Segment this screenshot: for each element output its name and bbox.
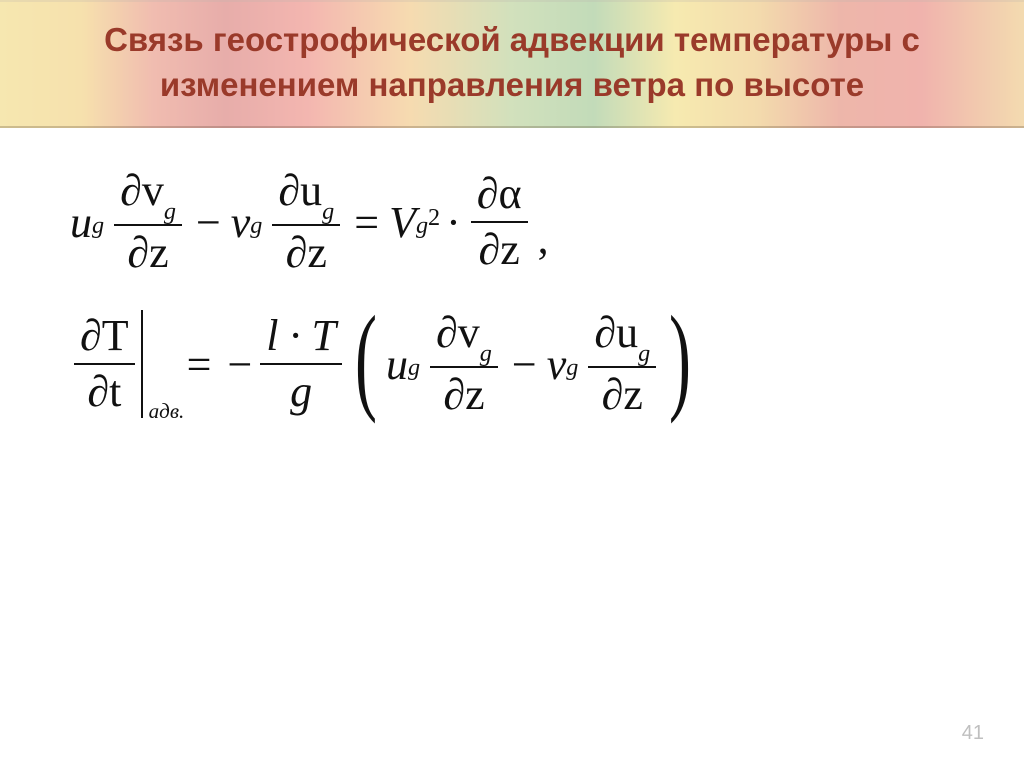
- eq1-vg-v: v: [231, 197, 251, 248]
- eq1-frac-dalpha: ∂α ∂z: [471, 169, 528, 276]
- eq2-ug-sub: g: [408, 354, 420, 382]
- title-line-2: изменением направления ветра по высоте: [160, 66, 864, 103]
- eq2-du: ∂u: [594, 308, 638, 357]
- title-band: Связь геострофической адвекции температу…: [0, 0, 1024, 128]
- eq2-du-sub: g: [638, 340, 650, 367]
- page-number: 41: [962, 722, 984, 745]
- eq2-dz2: ∂z: [596, 370, 649, 421]
- eq2-minus: −: [512, 339, 537, 390]
- eq1-V: V: [389, 197, 416, 248]
- eq2-dz1: ∂z: [437, 370, 490, 421]
- eq2-frac-dvdz: ∂vg ∂z: [430, 308, 498, 420]
- eq2-dv: ∂v: [436, 308, 480, 357]
- eq2-lT: l · T: [260, 311, 342, 362]
- equation-2: ∂T ∂t адв. = − l · T g ( ug ∂vg ∂z − vg …: [70, 308, 954, 420]
- eq2-dT: ∂T: [74, 311, 135, 362]
- eq1-ug-u: u: [70, 197, 92, 248]
- eq1-V-sub: g: [416, 212, 428, 240]
- eq2-dt: ∂t: [81, 367, 127, 418]
- eq1-dz2: ∂z: [280, 228, 333, 279]
- eq1-ug-sub: g: [92, 212, 104, 240]
- eq1-V-sup: 2: [428, 204, 440, 232]
- eq1-dz1: ∂z: [121, 228, 174, 279]
- equation-block: ug ∂vg ∂z − vg ∂ug ∂z = Vg2 · ∂α ∂z , ∂T…: [70, 148, 954, 450]
- eq1-vg-sub: g: [250, 212, 262, 240]
- band-bottom-border: [0, 126, 1024, 128]
- slide-title: Связь геострофической адвекции температу…: [0, 18, 1024, 107]
- eq2-g: g: [284, 367, 318, 418]
- eq2-equals: =: [187, 339, 212, 390]
- eq1-dot: ·: [446, 197, 461, 248]
- eq1-minus: −: [196, 197, 221, 248]
- eq1-comma: ,: [538, 213, 549, 264]
- eq1-du-sub: g: [322, 198, 334, 225]
- eq2-frac-dudz: ∂ug ∂z: [588, 308, 656, 420]
- eq1-dv-sub: g: [164, 198, 176, 225]
- eq1-dz3: ∂z: [473, 225, 526, 276]
- eq2-frac-lTg: l · T g: [260, 311, 342, 418]
- eq2-ug-u: u: [386, 339, 408, 390]
- eq1-dalpha: ∂α: [471, 169, 528, 220]
- eq1-equals: =: [354, 197, 379, 248]
- eq1-frac-dudz: ∂ug ∂z: [272, 166, 340, 278]
- eq2-vg-sub: g: [566, 354, 578, 382]
- equation-1: ug ∂vg ∂z − vg ∂ug ∂z = Vg2 · ∂α ∂z ,: [70, 166, 954, 278]
- eq2-neg: −: [227, 339, 252, 390]
- eq1-dv: ∂v: [120, 166, 164, 215]
- title-line-1: Связь геострофической адвекции температу…: [104, 21, 920, 58]
- eq1-frac-dvdz: ∂vg ∂z: [114, 166, 182, 278]
- eq1-du: ∂u: [278, 166, 322, 215]
- eq2-frac-dTdt: ∂T ∂t: [74, 311, 135, 418]
- eq2-dv-sub: g: [480, 340, 492, 367]
- eq2-vg-v: v: [547, 339, 567, 390]
- eq2-eval-bar: адв.: [141, 310, 143, 418]
- eq2-eval-sub: адв.: [149, 399, 185, 424]
